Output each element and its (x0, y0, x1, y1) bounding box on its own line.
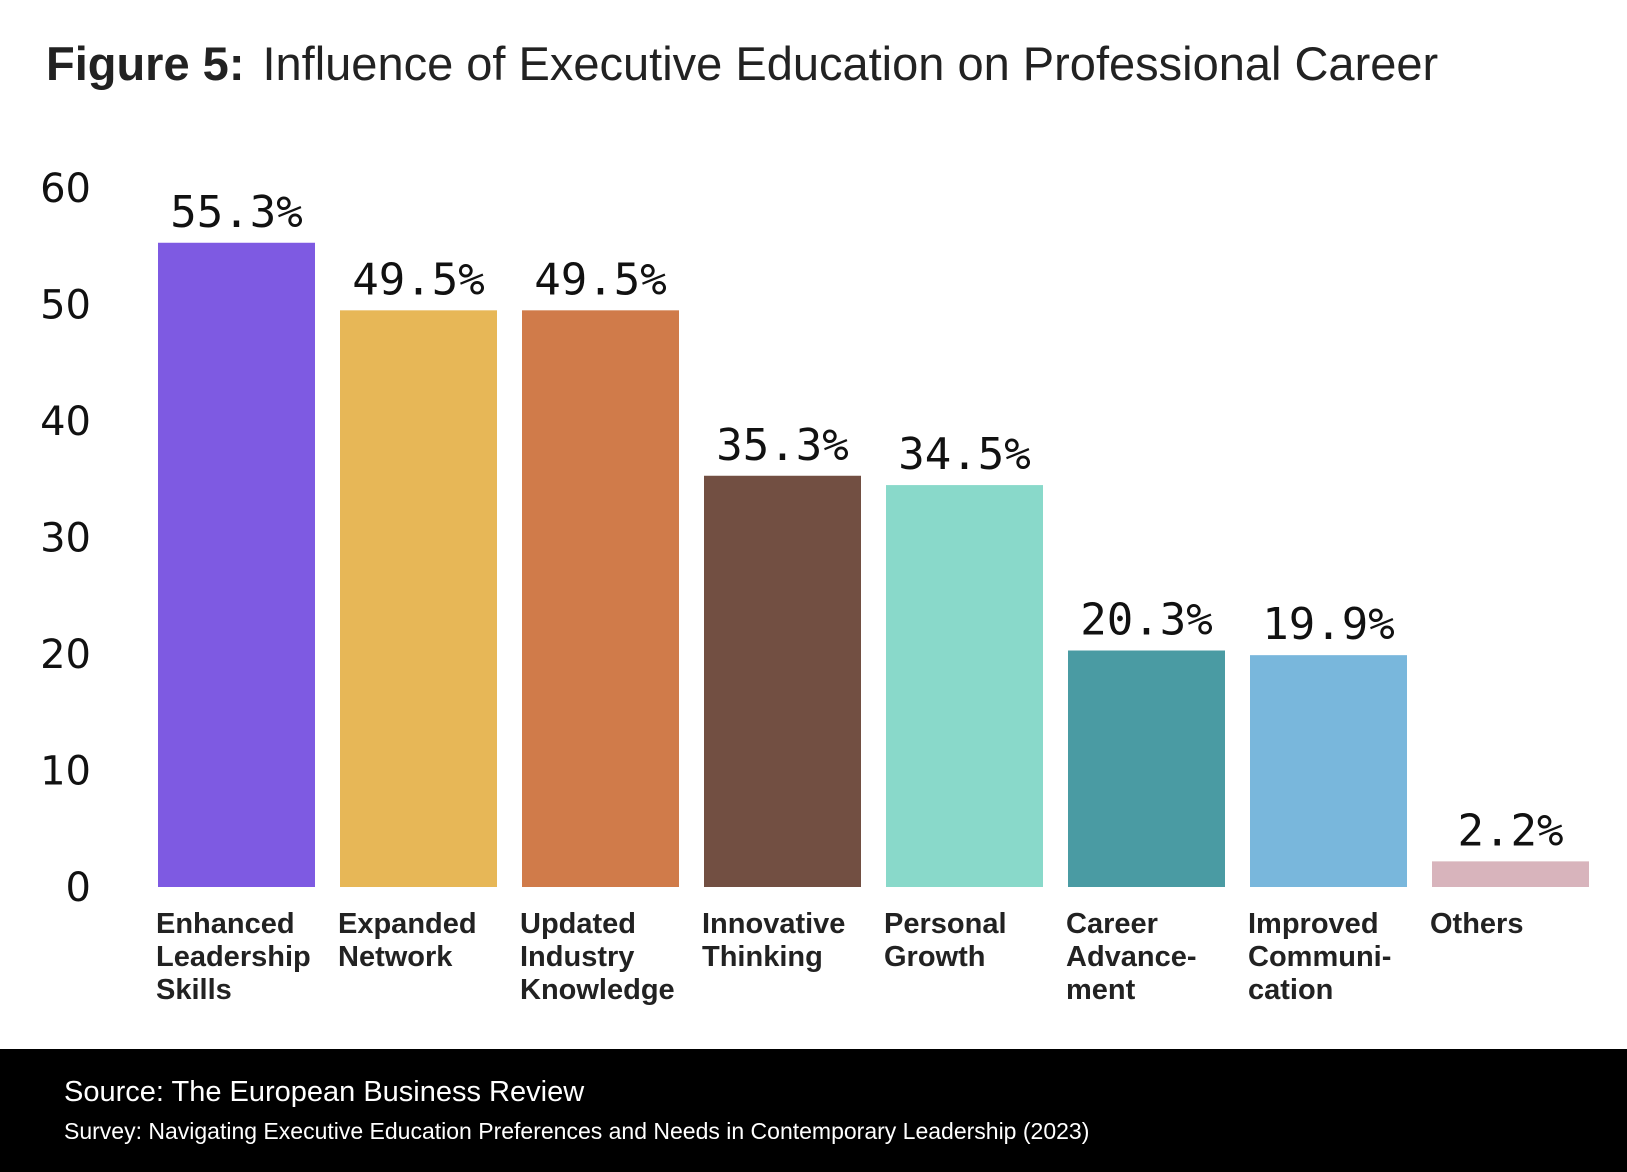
source-footer: Source: The European Business Review Sur… (0, 1049, 1627, 1172)
chart-title: Figure 5: Influence of Executive Educatio… (46, 36, 1438, 91)
data-label: 49.5% (352, 254, 484, 305)
data-label: 20.3% (1080, 595, 1212, 646)
data-label: 55.3% (170, 187, 302, 238)
x-tick-label: Career Advance- ment (1066, 908, 1197, 1006)
data-label: 34.5% (898, 429, 1030, 480)
bar (1068, 650, 1225, 887)
y-tick-label: 60 (40, 166, 91, 212)
x-tick-label: Enhanced Leadership Skills (156, 908, 311, 1006)
survey-text: Survey: Navigating Executive Education P… (64, 1118, 1090, 1144)
bar (158, 242, 315, 887)
data-label: 2.2% (1458, 805, 1564, 856)
y-tick-label: 50 (40, 283, 91, 329)
x-tick-label: Others (1430, 908, 1524, 940)
x-tick-label: Expanded Network (338, 908, 477, 973)
data-label: 49.5% (534, 254, 666, 305)
title-text: Influence of Executive Education on Prof… (262, 37, 1439, 90)
bar (1250, 655, 1407, 887)
bar (886, 485, 1043, 887)
x-tick-label: Innovative Thinking (702, 908, 846, 973)
bar-chart: 0 10 20 30 40 50 60 55.3% 49.5% 49.5% 35.3% 34.5% 20… (40, 166, 1589, 911)
source-text: Source: The European Business Review (64, 1076, 585, 1108)
figure-number: Figure 5: (46, 37, 245, 90)
data-label: 35.3% (716, 420, 848, 471)
y-tick-label: 40 (40, 399, 91, 445)
data-label: 19.9% (1262, 599, 1394, 650)
y-tick-label: 0 (66, 865, 91, 911)
x-tick-label: Improved Communi- cation (1248, 908, 1392, 1006)
y-tick-label: 30 (40, 516, 91, 562)
y-tick-label: 10 (40, 749, 91, 795)
bar (522, 310, 679, 887)
y-tick-label: 20 (40, 632, 91, 678)
bar (704, 475, 861, 887)
x-tick-label: Updated Industry Knowledge (520, 908, 675, 1006)
bar (1432, 861, 1589, 887)
x-tick-label: Personal Growth (884, 908, 1007, 973)
bar (340, 310, 497, 887)
